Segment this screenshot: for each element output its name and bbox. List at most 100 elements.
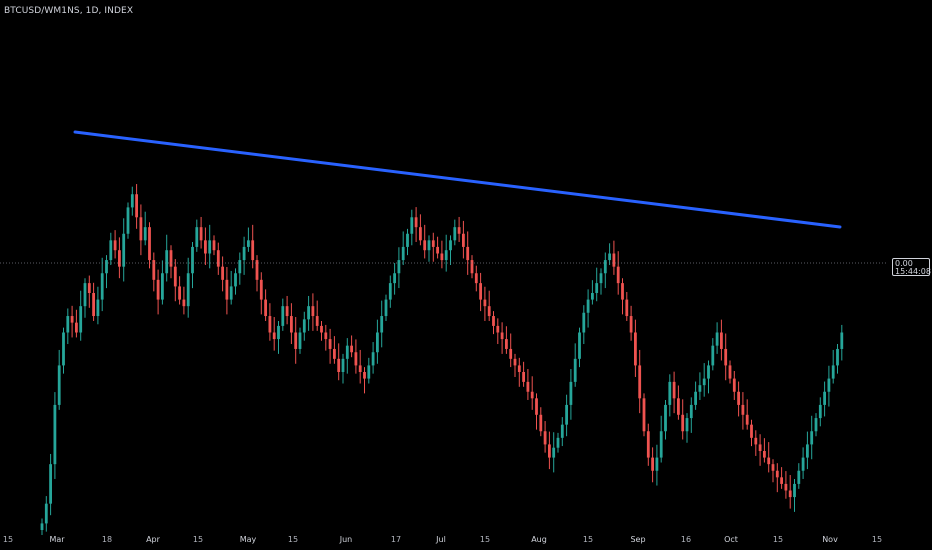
candle-body bbox=[603, 260, 607, 274]
candle-body bbox=[367, 365, 371, 379]
candle-body bbox=[173, 266, 177, 287]
candle-body bbox=[186, 273, 190, 307]
candle-body bbox=[242, 246, 246, 261]
candle-body bbox=[483, 299, 487, 307]
trendline[interactable] bbox=[73, 130, 842, 229]
candle-body bbox=[724, 348, 728, 366]
candle-body bbox=[642, 398, 646, 432]
candle-body bbox=[599, 273, 603, 284]
candle-body bbox=[698, 385, 702, 392]
candle-body bbox=[681, 414, 685, 432]
candle-body bbox=[702, 378, 706, 386]
candle-body bbox=[560, 424, 564, 438]
candles-group bbox=[40, 184, 844, 535]
candle-body bbox=[178, 286, 181, 300]
candle-body bbox=[788, 490, 792, 498]
candle-body bbox=[539, 414, 543, 432]
candle-body bbox=[591, 293, 594, 300]
candle-body bbox=[423, 240, 427, 251]
candle-body bbox=[771, 464, 775, 471]
candle-body bbox=[522, 372, 525, 382]
candle-body bbox=[608, 253, 611, 261]
candle-body bbox=[225, 279, 229, 300]
candle-body bbox=[380, 316, 384, 333]
candle-body bbox=[763, 451, 766, 458]
candle-body bbox=[247, 240, 250, 247]
candle-body bbox=[148, 227, 151, 261]
candle-body bbox=[745, 414, 749, 425]
x-tick-label: 18 bbox=[101, 535, 113, 544]
candle-body bbox=[479, 283, 482, 300]
candle-body bbox=[462, 233, 465, 247]
x-tick-label: 15 bbox=[2, 535, 14, 544]
candle-body bbox=[345, 345, 349, 359]
candle-body bbox=[75, 322, 78, 333]
candle-body bbox=[302, 319, 306, 333]
candle-body bbox=[440, 253, 444, 261]
candle-body bbox=[199, 227, 203, 241]
candle-body bbox=[298, 332, 302, 349]
candle-body bbox=[40, 523, 44, 530]
candle-body bbox=[371, 352, 375, 366]
candle-body bbox=[324, 332, 328, 340]
candle-body bbox=[358, 365, 362, 372]
candle-body bbox=[573, 358, 577, 382]
bar-countdown: 15:44:08 bbox=[895, 267, 931, 276]
candle-body bbox=[565, 404, 568, 425]
candle-body bbox=[823, 391, 826, 405]
candle-body bbox=[259, 279, 263, 300]
candle-body bbox=[470, 260, 474, 274]
x-tick-label: Oct bbox=[724, 535, 738, 544]
candle-body bbox=[277, 325, 280, 340]
candle-body bbox=[311, 306, 315, 317]
candle-body bbox=[659, 431, 663, 458]
candle-body bbox=[238, 260, 242, 274]
candle-body bbox=[492, 316, 495, 326]
candle-body bbox=[281, 306, 285, 326]
candle-body bbox=[337, 358, 341, 372]
candle-body bbox=[221, 266, 224, 280]
candle-body bbox=[49, 464, 52, 504]
x-tick-label: Apr bbox=[146, 535, 160, 544]
current-price-label: 0.00 15:44:08 bbox=[892, 258, 931, 276]
candle-body bbox=[625, 299, 629, 317]
candle-body bbox=[754, 437, 758, 445]
candle-body bbox=[234, 273, 237, 287]
candle-body bbox=[191, 246, 194, 274]
candle-body bbox=[806, 444, 809, 458]
x-axis: 15 Mar 18 Apr 15 May 15 Jun 17 Jul 15 Au… bbox=[0, 535, 932, 547]
candle-body bbox=[569, 381, 573, 405]
candle-body bbox=[165, 250, 169, 274]
candle-body bbox=[582, 312, 586, 333]
candle-body bbox=[801, 457, 805, 471]
candle-body bbox=[130, 194, 134, 208]
current-price-value: 0.00 bbox=[895, 259, 913, 268]
x-tick-label: 15 bbox=[192, 535, 204, 544]
candle-body bbox=[100, 273, 104, 300]
symbol-label: BTCUSD/WM1NS, 1D, INDEX bbox=[4, 6, 134, 16]
candle-body bbox=[694, 391, 697, 405]
x-tick-label: Aug bbox=[531, 535, 547, 544]
candle-body bbox=[793, 483, 796, 498]
candle-body bbox=[285, 306, 289, 317]
candle-body bbox=[496, 325, 500, 333]
candle-body bbox=[113, 240, 117, 251]
x-tick-label: 15 bbox=[582, 535, 594, 544]
candle-body bbox=[505, 339, 508, 349]
candle-body bbox=[320, 325, 323, 333]
candle-body bbox=[229, 286, 233, 300]
x-tick-label: Sep bbox=[630, 535, 646, 544]
candle-body bbox=[354, 352, 358, 366]
candle-body bbox=[57, 365, 61, 405]
candle-body bbox=[44, 503, 48, 524]
candle-body bbox=[393, 273, 396, 284]
candle-body bbox=[634, 332, 637, 366]
x-tick-label: Jun bbox=[339, 535, 353, 544]
candle-body bbox=[397, 260, 401, 274]
candle-body bbox=[784, 483, 788, 491]
x-tick-label: 15 bbox=[772, 535, 784, 544]
candle-body bbox=[449, 240, 452, 251]
candle-body bbox=[272, 332, 276, 340]
candle-body bbox=[775, 470, 779, 478]
